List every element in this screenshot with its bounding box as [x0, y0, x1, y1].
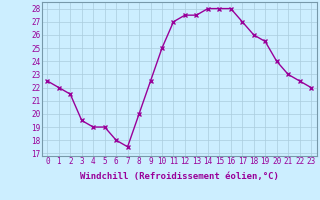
X-axis label: Windchill (Refroidissement éolien,°C): Windchill (Refroidissement éolien,°C): [80, 172, 279, 181]
